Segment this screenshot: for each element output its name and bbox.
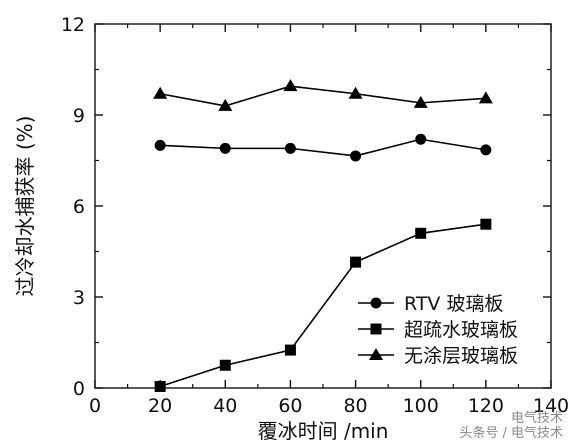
y-tick-label: 3: [73, 287, 85, 309]
series-layer: [153, 79, 493, 392]
x-tick-label: 60: [278, 395, 302, 417]
watermark-line1: 电气技术: [510, 411, 563, 426]
legend-marker: [369, 348, 383, 360]
y-tick-label: 6: [73, 196, 85, 218]
series-line: [160, 138, 486, 157]
legend-item: 超疏水玻璃板: [358, 319, 518, 341]
x-tick-label: 20: [148, 395, 172, 417]
data-point: [219, 359, 231, 371]
legend-label: 无涂层玻璃板: [404, 345, 518, 367]
data-point: [283, 79, 298, 92]
y-axis-ticks: 0 3 6 9 12: [61, 14, 551, 400]
data-point: [350, 256, 362, 268]
x-tick-label: 80: [343, 395, 367, 417]
legend-marker: [370, 323, 382, 335]
data-point: [415, 133, 427, 145]
x-tick-label: 100: [403, 395, 439, 417]
series-2: [154, 218, 492, 392]
legend-label: RTV 玻璃板: [404, 293, 503, 315]
data-point: [284, 142, 296, 154]
data-point: [480, 218, 492, 230]
legend-marker: [370, 297, 382, 309]
legend-item: 无涂层玻璃板: [358, 345, 518, 367]
data-point: [284, 344, 296, 356]
data-point: [219, 142, 231, 154]
y-axis-label: 过冷却水捕获率 (%): [13, 116, 37, 297]
series-1: [154, 133, 492, 162]
data-point: [480, 144, 492, 156]
x-axis-label: 覆冰时间 /min: [258, 419, 389, 443]
data-point: [478, 91, 493, 104]
data-point: [218, 98, 233, 111]
legend-item: RTV 玻璃板: [358, 293, 503, 315]
data-point: [154, 380, 166, 392]
y-tick-label: 0: [73, 378, 85, 400]
x-tick-label: 40: [213, 395, 237, 417]
watermark-line2: 头条号 / 电气技术: [459, 426, 563, 441]
data-point: [153, 86, 168, 99]
series-line: [159, 85, 486, 107]
data-point: [350, 150, 362, 162]
series-line: [159, 223, 486, 388]
y-tick-label: 12: [61, 14, 85, 36]
x-tick-label: 120: [468, 395, 504, 417]
x-tick-label: 140: [533, 395, 569, 417]
y-tick-label: 9: [73, 105, 85, 127]
series-3: [153, 79, 493, 111]
data-point: [413, 95, 428, 108]
x-tick-label: 0: [89, 395, 101, 417]
data-point: [348, 86, 363, 99]
data-point: [415, 227, 427, 239]
x-axis-ticks: 0 20 40 60 80 100 120 140: [89, 24, 569, 417]
watermark: 电气技术 头条号 / 电气技术: [459, 411, 563, 441]
data-point: [154, 139, 166, 151]
legend-label: 超疏水玻璃板: [404, 319, 518, 341]
